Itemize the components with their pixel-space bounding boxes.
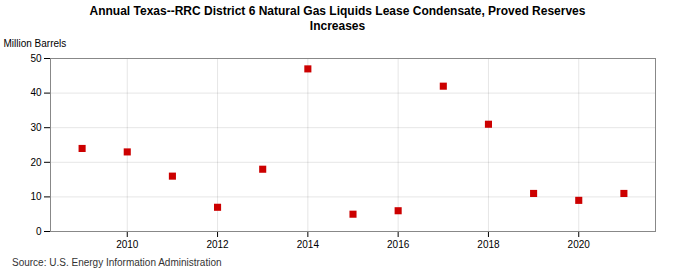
svg-text:2010: 2010	[116, 239, 139, 250]
svg-text:20: 20	[30, 157, 42, 168]
svg-text:0: 0	[36, 226, 42, 237]
svg-text:10: 10	[30, 191, 42, 202]
svg-text:40: 40	[30, 87, 42, 98]
svg-text:Million Barrels: Million Barrels	[4, 38, 67, 49]
svg-text:30: 30	[30, 122, 42, 133]
html-text:Source: U.S. Energy Informatio: Source: U.S. Energy Information Administ…	[12, 257, 222, 268]
svg-text:2016: 2016	[387, 239, 410, 250]
svg-text:2018: 2018	[477, 239, 500, 250]
svg-text:2020: 2020	[568, 239, 591, 250]
svg-text:50: 50	[30, 53, 42, 64]
svg-text:2014: 2014	[297, 239, 320, 250]
svg-text:2012: 2012	[206, 239, 229, 250]
html-text:Annual Texas--RRC District 6 N: Annual Texas--RRC District 6 Natural Gas…	[89, 4, 586, 33]
